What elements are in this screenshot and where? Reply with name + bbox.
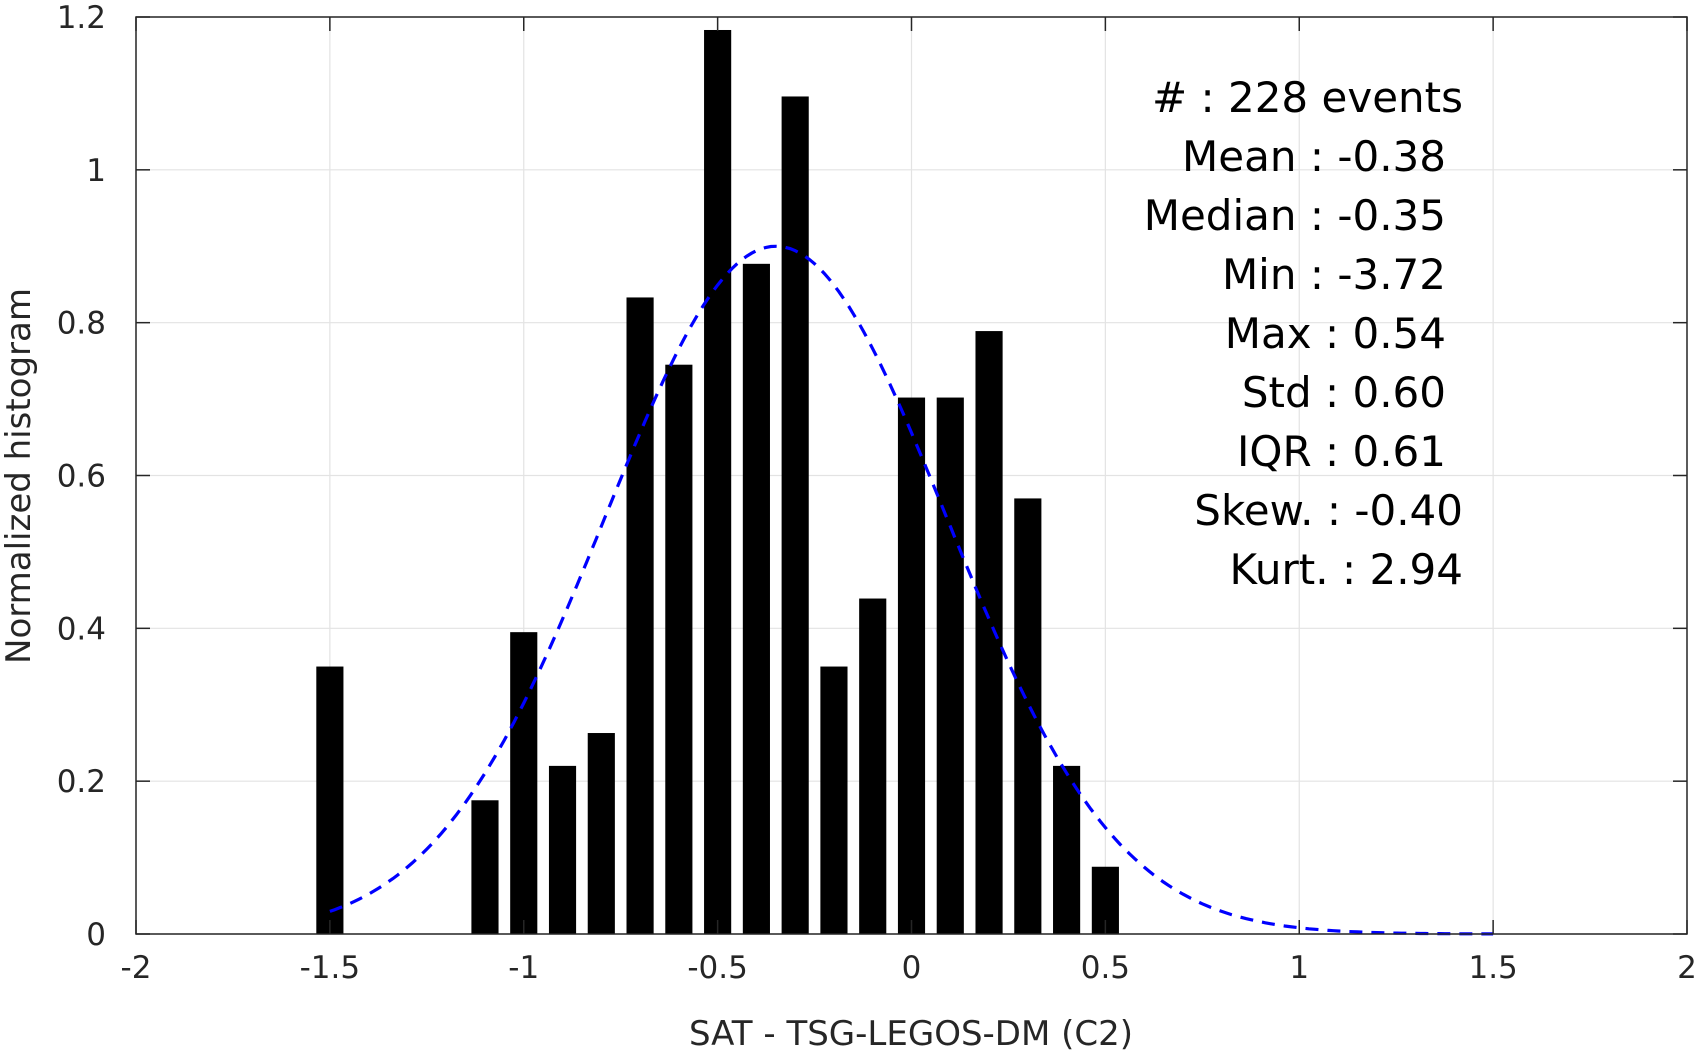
x-tick-label: 0.5 [1081, 950, 1130, 986]
histogram-bars [316, 29, 1119, 935]
histogram-bar [897, 397, 926, 934]
x-tick-label: 1 [1289, 950, 1309, 986]
histogram-bar [742, 263, 770, 935]
y-tick-label: 1 [86, 153, 106, 189]
histogram-bar [936, 397, 964, 934]
x-tick-label: -0.5 [687, 950, 748, 986]
histogram-bar [471, 800, 499, 934]
stats-line-max: Max : 0.54 [1225, 309, 1446, 358]
histogram-bar [587, 733, 615, 934]
fit-curve [329, 244, 1494, 936]
stats-line-kurt: Kurt. : 2.94 [1229, 545, 1463, 594]
y-tick-label: 0.4 [57, 611, 106, 647]
stats-line-count: # : 228 events [1152, 73, 1463, 122]
histogram-bar [665, 364, 693, 935]
x-tick-label: 1.5 [1468, 950, 1517, 986]
y-axis-label: Normalized histogram [0, 288, 39, 664]
histogram-bar [704, 29, 732, 934]
histogram-bar [859, 598, 887, 934]
histogram-bar [975, 331, 1003, 934]
y-tick-label: 0.6 [57, 459, 106, 495]
stats-line-mean: Mean : -0.38 [1182, 132, 1446, 181]
y-tick-label: 1.2 [57, 0, 106, 36]
histogram-bar [820, 666, 848, 934]
histogram-bar [316, 666, 344, 934]
fit-curve-layer [329, 244, 1494, 936]
y-tick-label: 0 [86, 917, 106, 953]
histogram-bar [626, 297, 654, 934]
axes [135, 16, 1688, 935]
x-tick-label: -1.5 [300, 950, 361, 986]
x-tick-label: 2 [1677, 950, 1697, 986]
histogram-bar [1014, 498, 1042, 934]
stats-line-median: Median : -0.35 [1144, 191, 1446, 240]
tick-labels: -2 -1.5 -1 -0.5 0 0.5 1 1.5 2 0 0.2 0.4 0.6 0.8 1 1.2 [57, 0, 1697, 986]
stats-line-min: Min : -3.72 [1222, 250, 1446, 299]
stats-annotation: # : 228 events Mean : -0.38 Median : -0.… [1144, 73, 1463, 594]
histogram-bar [510, 632, 538, 934]
stats-line-skew: Skew. : -0.40 [1194, 486, 1463, 535]
y-tick-label: 0.8 [57, 306, 106, 342]
y-tick-label: 0.2 [57, 764, 106, 800]
x-tick-label: -2 [121, 950, 152, 986]
x-axis-label: SAT - TSG-LEGOS-DM (C2) [689, 1014, 1133, 1053]
histogram-bar [548, 765, 577, 934]
histogram-bar [1053, 765, 1081, 934]
x-tick-label: 0 [902, 950, 922, 986]
histogram-bar [781, 96, 809, 935]
x-tick-label: -1 [508, 950, 539, 986]
stats-line-iqr: IQR : 0.61 [1237, 427, 1446, 476]
stats-line-std: Std : 0.60 [1242, 368, 1446, 417]
